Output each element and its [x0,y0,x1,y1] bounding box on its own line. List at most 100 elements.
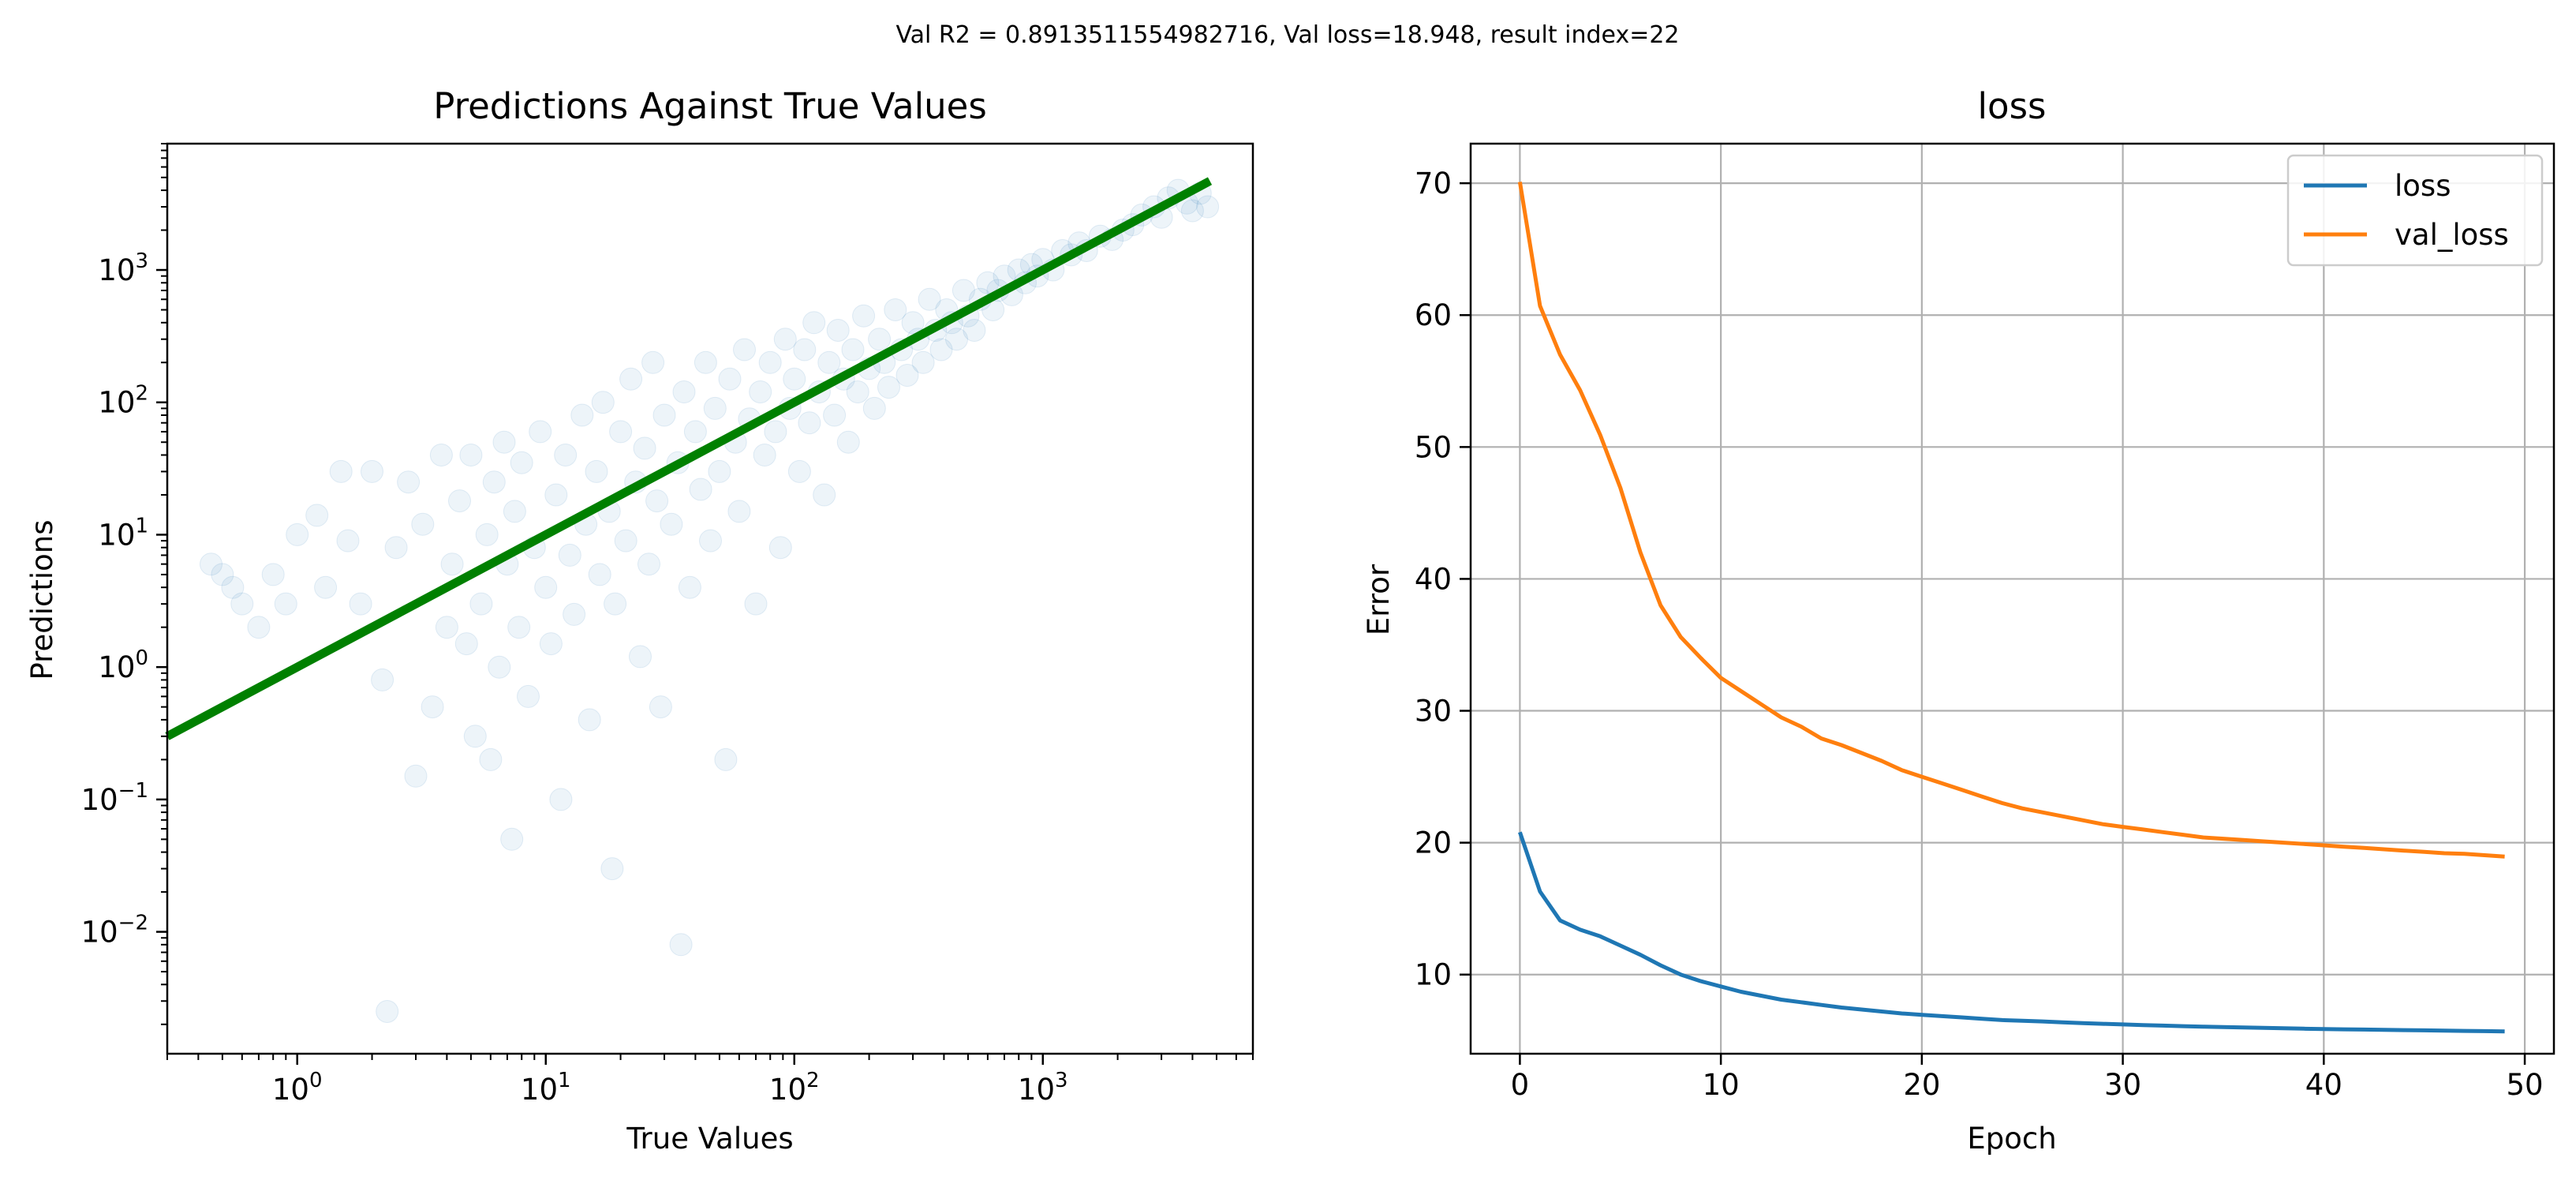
scatter-point [714,747,738,771]
scatter-point [510,451,533,474]
scatter-point [563,602,586,626]
scatter-panel: 100 101 102 103 10−2 10−1 100 101 102 103 Predict… [25,85,1254,1156]
scatter-point [529,420,552,444]
y-tick-label: 30 [1415,695,1452,729]
scatter-point [448,489,471,513]
scatter-point [945,328,968,351]
scatter-point [619,367,643,391]
scatter-point [660,512,683,536]
y-tick-label: 70 [1415,167,1452,200]
identity-line [165,177,1213,740]
loss-plot-area [1471,144,2554,1054]
y-tick-label: 100 [98,646,148,684]
legend: loss val_loss [2286,154,2544,267]
scatter-point [727,500,751,523]
scatter-point [1180,199,1204,223]
scatter-point [877,376,900,399]
x-tick-label: 101 [521,1069,571,1107]
scatter-point [652,403,676,427]
scatter-point [554,444,578,466]
scatter-point [846,380,869,403]
scatter-point [503,500,526,523]
scatter-point [261,563,285,586]
scatter-point [534,575,558,599]
scatter-point [758,350,782,374]
scatter-point [703,396,727,420]
scatter-point [678,575,701,599]
scatter-point [361,459,383,483]
scatter-point [802,311,826,335]
y-tick-label: 10 [1415,958,1452,992]
scatter-point [604,592,627,616]
scatter-point [570,403,594,427]
x-tick-label: 20 [1903,1068,1940,1102]
scatter-point [349,592,372,616]
y-tick-label: 40 [1415,562,1452,596]
scatter-point [314,575,338,599]
scatter-point [1196,195,1220,219]
y-tick-label: 102 [98,382,148,420]
scatter-point [744,592,768,616]
scatter-point [517,684,540,708]
scatter-point [798,411,821,435]
scatter-point [641,350,665,374]
legend-box [2286,154,2544,267]
scatter-point [221,575,245,599]
scatter-point [539,632,563,656]
scatter-point [482,470,506,494]
x-tick-label: 50 [2507,1068,2544,1102]
x-tick-label: 40 [2305,1068,2342,1102]
scatter-point [609,420,633,444]
loss-ylabel: Error [1362,564,1396,635]
scatter-point [823,403,847,427]
scatter-point [813,483,836,507]
scatter-point [544,483,568,507]
scatter-point [404,764,428,788]
scatter-point [459,444,483,466]
scatter-point [371,668,394,691]
legend-label-loss: loss [2395,169,2451,203]
y-tick-label: 103 [98,249,148,287]
y-tick-label: 20 [1415,826,1452,860]
scatter-xlabel: True Values [626,1122,793,1156]
y-tick-label: 50 [1415,430,1452,464]
scatter-point [633,436,656,460]
scatter-point [669,933,693,957]
scatter-point [645,489,669,513]
loss-ticks: 0 10 20 30 40 50 10 20 30 40 50 60 70 [1415,167,2544,1102]
scatter-point [868,328,892,351]
scatter-point [411,512,435,536]
scatter-point [336,529,360,553]
scatter-point [488,655,511,679]
scatter-point [435,616,458,639]
legend-label-val-loss: val_loss [2395,218,2509,252]
scatter-point [694,350,717,374]
scatter-point [454,632,478,656]
y-tick-label: 10−2 [81,912,148,950]
scatter-point [274,592,297,616]
scatter-point [852,304,876,328]
scatter-point [817,350,841,374]
scatter-point [600,857,624,881]
scatter-title: Predictions Against True Values [433,85,987,127]
scatter-point [549,788,573,811]
scatter-point [329,459,353,483]
scatter-point [699,529,722,553]
scatter-point [918,287,941,311]
x-tick-label: 102 [769,1069,820,1107]
scatter-point [841,338,865,361]
scatter-point [649,695,672,719]
scatter-point [901,311,925,335]
scatter-point [976,271,1000,294]
scatter-point [768,536,792,560]
scatter-point [689,478,712,501]
scatter-point [764,420,787,444]
scatter-point [672,380,696,403]
scatter-plot-area [167,144,1253,1054]
scatter-point [929,338,953,361]
scatter-point [963,319,986,342]
x-tick-label: 10 [1703,1068,1740,1102]
loss-panel: 0 10 20 30 40 50 10 20 30 40 50 60 70 loss Epoch Err… [1362,85,2555,1156]
scatter-point [749,380,772,403]
